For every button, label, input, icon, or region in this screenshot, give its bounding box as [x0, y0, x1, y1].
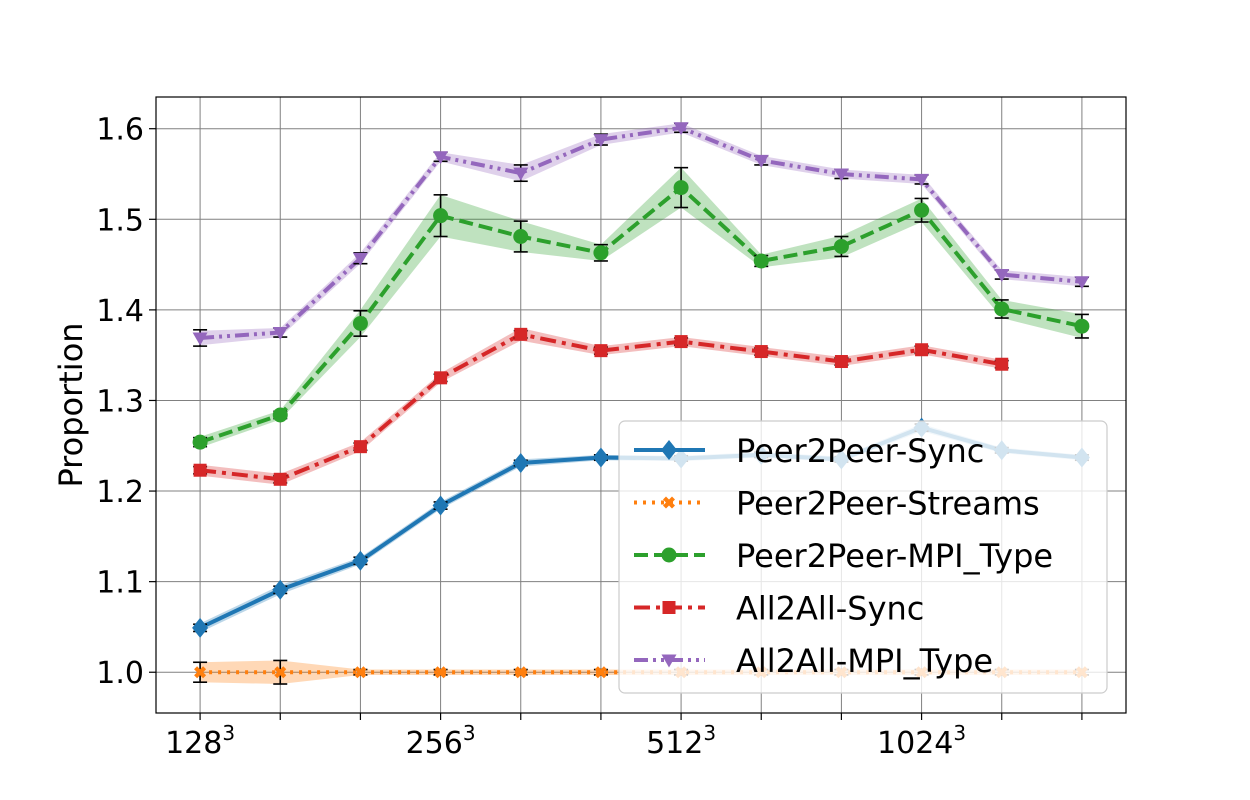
circle-marker — [661, 547, 677, 563]
y-tick-label: 1.5 — [96, 203, 144, 238]
circle-marker — [833, 238, 849, 254]
legend-label: All2All-MPI_Type — [736, 642, 993, 680]
triangle-marker — [673, 122, 689, 136]
square-marker — [594, 344, 608, 358]
square-marker — [353, 440, 367, 454]
square-marker — [514, 327, 528, 341]
triangle-marker — [593, 134, 609, 148]
x-marker — [274, 666, 287, 679]
circle-marker — [352, 315, 368, 331]
triangle-marker — [272, 327, 288, 341]
diamond-marker — [432, 495, 449, 516]
circle-marker — [593, 245, 609, 261]
circle-marker — [272, 407, 288, 423]
x-marker — [194, 666, 207, 679]
circle-marker — [673, 180, 689, 196]
x-marker — [434, 666, 447, 679]
x-marker — [354, 666, 367, 679]
square-marker — [662, 601, 676, 614]
legend-label: All2All-Sync — [736, 590, 924, 628]
legend-label: Peer2Peer-MPI_Type — [736, 537, 1053, 575]
square-marker — [754, 345, 768, 359]
legend-box — [618, 420, 1108, 694]
square-marker — [995, 357, 1009, 371]
triangle-marker — [352, 252, 368, 266]
x-tick-label: 1283 — [165, 721, 235, 761]
square-marker — [915, 343, 929, 357]
legend: Peer2Peer-Sync Peer2Peer-Streams Peer2Peer… — [618, 420, 1108, 694]
diamond-marker — [512, 452, 529, 473]
plot-frame — [155, 96, 1127, 714]
series-line — [199, 332, 1003, 482]
square-marker — [193, 463, 207, 477]
square-marker — [674, 335, 688, 349]
x-tick-label: 10243 — [877, 721, 966, 761]
triangle-marker — [661, 654, 677, 668]
triangle-marker — [914, 173, 930, 187]
square-marker — [273, 472, 287, 486]
confidence-band — [200, 123, 1082, 346]
circle-marker — [914, 202, 930, 218]
y-tick-label: 1.4 — [96, 294, 144, 329]
circle-marker — [1074, 318, 1090, 334]
diamond-marker — [352, 550, 369, 571]
diamond-marker — [272, 579, 289, 600]
circle-marker — [192, 434, 208, 450]
diamond-marker — [661, 440, 677, 460]
y-tick-label: 1.0 — [96, 656, 144, 691]
triangle-marker — [192, 332, 208, 346]
x-tick-label: 2563 — [406, 721, 476, 761]
square-marker — [834, 355, 848, 369]
square-marker — [434, 371, 448, 385]
triangle-marker — [833, 168, 849, 182]
triangle-marker — [433, 151, 449, 165]
circle-marker — [994, 301, 1010, 317]
diamond-marker — [592, 447, 609, 468]
x-tick-label: 5123 — [646, 721, 716, 761]
triangle-marker — [994, 269, 1010, 283]
triangle-marker — [1074, 276, 1090, 290]
circle-marker — [433, 208, 449, 224]
x-marker — [594, 666, 607, 679]
circle-marker — [753, 253, 769, 269]
legend-label: Peer2Peer-Sync — [736, 432, 984, 470]
series-line — [199, 125, 1083, 340]
triangle-marker — [753, 154, 769, 168]
circle-marker — [513, 229, 529, 245]
x-marker — [514, 666, 527, 679]
y-tick-label: 1.1 — [96, 566, 144, 601]
y-tick-label: 1.2 — [96, 475, 144, 510]
y-tick-label: 1.3 — [96, 384, 144, 419]
diamond-marker — [192, 617, 209, 638]
series-line — [199, 185, 1083, 445]
x-marker — [663, 496, 675, 509]
axis-ticks: 1.0 1.1 1.2 1.3 1.4 1.5 1.6 1283 2563 5123 10243 — [96, 113, 1083, 761]
y-axis-label: Proportion — [52, 322, 90, 487]
legend-label: Peer2Peer-Streams — [736, 485, 1040, 523]
y-tick-label: 1.6 — [96, 113, 144, 148]
triangle-marker — [513, 167, 529, 181]
